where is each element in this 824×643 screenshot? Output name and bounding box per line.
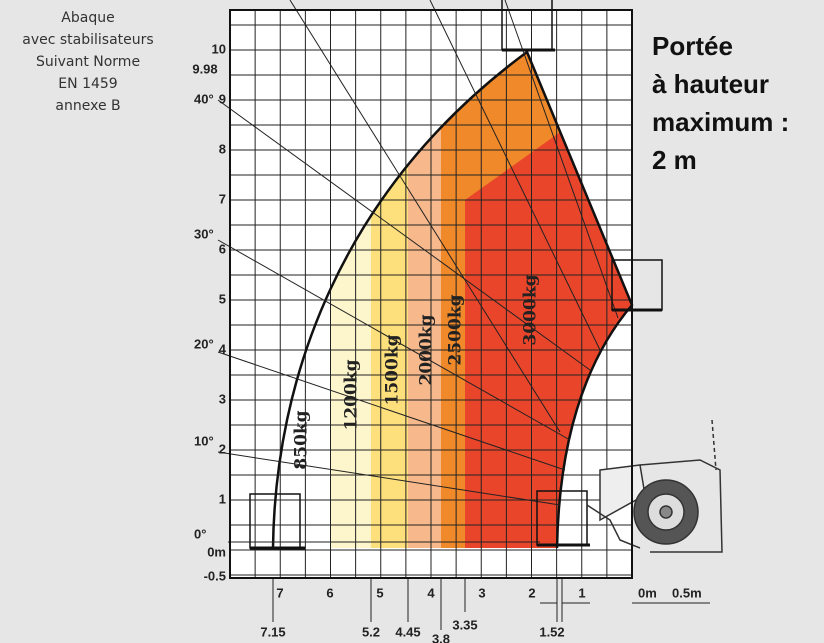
reach-label: 1.52 xyxy=(539,624,564,639)
angle-label: 20° xyxy=(194,336,214,351)
angle-label: 40° xyxy=(194,91,214,106)
y-label: 1 xyxy=(219,491,226,506)
x-label: 5 xyxy=(376,585,383,600)
angle-label: 10° xyxy=(194,433,214,448)
note-line: EN 1459 xyxy=(58,76,117,92)
y-label: 7 xyxy=(219,191,226,206)
note-line: annexe B xyxy=(55,98,120,114)
load-chart: Abaque avec stabilisateurs Suivant Norme EN… xyxy=(0,0,824,643)
x-label: 3 xyxy=(478,585,485,600)
y-label: 8 xyxy=(219,141,226,156)
y-label: 2 xyxy=(219,441,226,456)
title-line: Portée xyxy=(652,31,733,61)
y-label: 9 xyxy=(219,91,226,106)
zone-label: 3000kg xyxy=(521,274,541,345)
y-label: 4 xyxy=(219,341,227,356)
reach-label: 3.8 xyxy=(432,631,450,643)
x-label: 6 xyxy=(326,585,333,600)
y-label: 6 xyxy=(219,241,226,256)
note-line: Suivant Norme xyxy=(36,54,140,70)
x-label: 4 xyxy=(427,585,435,600)
title-line: 2 m xyxy=(652,145,697,175)
x-label: 1 xyxy=(578,585,585,600)
reach-label: 5.2 xyxy=(362,624,380,639)
max-height-label: 9.98 xyxy=(192,61,217,76)
zone-label: 2000kg xyxy=(417,314,437,385)
y-label: 0m xyxy=(207,544,226,559)
zone-label: 1500kg xyxy=(383,334,403,405)
x-label: 0.5m xyxy=(672,585,702,600)
y-label: -0.5 xyxy=(204,568,226,583)
angle-label: 30° xyxy=(194,226,214,241)
note-line: Abaque xyxy=(61,10,114,26)
x-label: 7 xyxy=(276,585,283,600)
zone-label: 850kg xyxy=(292,410,312,469)
x-label: 0m xyxy=(638,585,657,600)
x-label: 2 xyxy=(528,585,535,600)
note-line: avec stabilisateurs xyxy=(22,32,153,48)
reach-label: 3.35 xyxy=(452,617,477,632)
reach-label: 4.45 xyxy=(395,624,420,639)
title-line: maximum : xyxy=(652,107,789,137)
reach-label: 7.15 xyxy=(260,624,285,639)
angle-label: 0° xyxy=(194,526,206,541)
y-label: 5 xyxy=(219,291,226,306)
y-label: 10 xyxy=(212,41,226,56)
zone-label: 2500kg xyxy=(446,294,466,365)
y-label: 3 xyxy=(219,391,226,406)
zone-label: 1200kg xyxy=(342,359,362,430)
title-line: à hauteur xyxy=(652,69,769,99)
